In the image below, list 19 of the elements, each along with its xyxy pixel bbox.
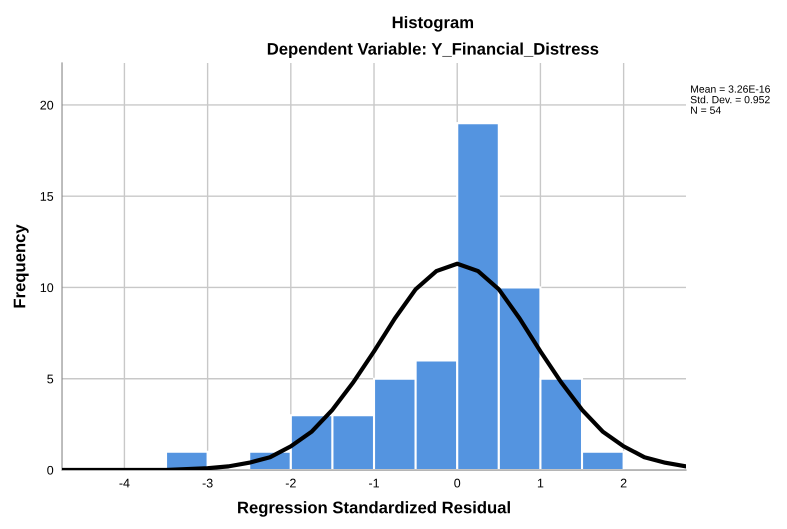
x-axis-title: Regression Standardized Residual <box>238 501 510 517</box>
x-tick-label: -2 <box>286 478 296 488</box>
chart-subtitle: Dependent Variable: Y_Financial_Distress <box>268 42 598 58</box>
y-tick-label: 0 <box>47 466 54 475</box>
y-tick-label: 15 <box>40 192 54 201</box>
x-tick-label: -4 <box>119 478 130 488</box>
x-tick-label: 2 <box>620 478 626 488</box>
y-tick-label: 20 <box>40 100 54 110</box>
chart-title: Histogram <box>392 16 474 32</box>
x-tick-label: 1 <box>538 478 544 488</box>
x-tick-label: -1 <box>369 478 379 488</box>
y-axis-title: Frequency <box>14 224 29 308</box>
text: Std. Dev. = 0.952 <box>690 96 770 104</box>
x-tick-label: 0 <box>454 478 460 488</box>
y-tick-label: 5 <box>47 374 54 384</box>
text: N = 54 <box>691 106 721 114</box>
text: Mean = 3.26E-16 <box>691 85 770 93</box>
x-tick-label: -3 <box>202 478 213 488</box>
y-tick-label: 10 <box>40 283 54 292</box>
